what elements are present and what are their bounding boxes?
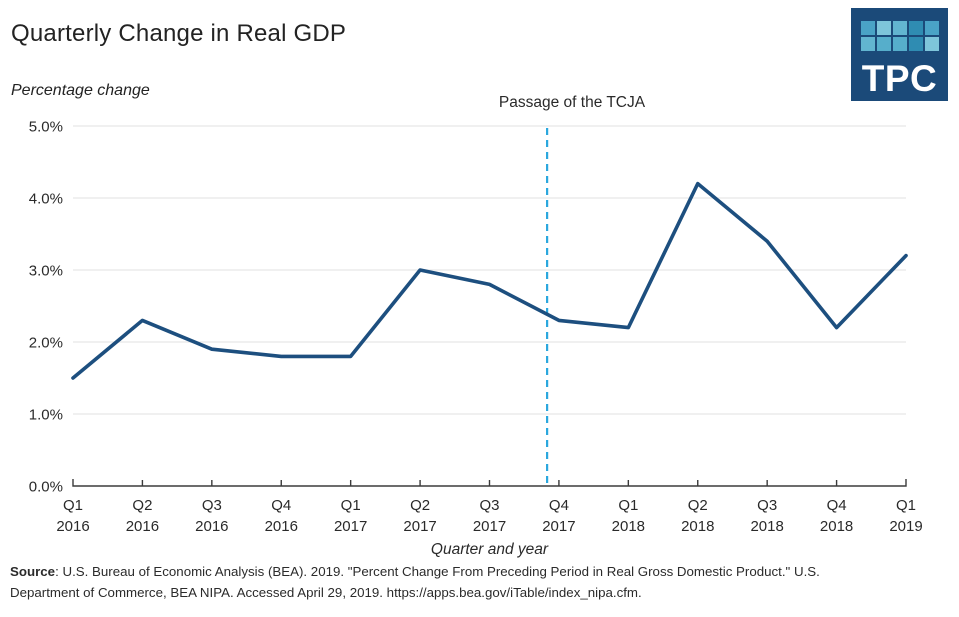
y-tick-label: 0.0% (29, 479, 63, 496)
tpc-logo-text: TPC (861, 58, 938, 99)
x-tick-label: Q1 2019 (889, 497, 922, 535)
page-title: Quarterly Change in Real GDP (11, 20, 347, 47)
source-label: Source (10, 564, 56, 579)
y-tick-label: 5.0% (29, 119, 63, 136)
logo-square (861, 37, 875, 51)
x-tick-label: Q4 2017 (542, 497, 575, 535)
x-tick-label: Q2 2017 (403, 497, 436, 535)
x-tick-label: Q2 2018 (681, 497, 714, 535)
logo-square (925, 21, 939, 35)
y-tick-label: 2.0% (29, 335, 63, 352)
logo-square (925, 37, 939, 51)
x-axis (72, 479, 907, 487)
logo-square (909, 37, 923, 51)
logo-square (909, 21, 923, 35)
x-axis-title: Quarter and year (430, 541, 549, 558)
logo-square (877, 37, 891, 51)
x-tick-label: Q1 2016 (56, 497, 89, 535)
source-line-1-text: : U.S. Bureau of Economic Analysis (BEA)… (55, 564, 820, 579)
logo-square (877, 21, 891, 35)
tcja-annotation-label: Passage of the TCJA (498, 94, 646, 111)
y-tick-label: 4.0% (29, 191, 63, 208)
source-line-2: Department of Commerce, BEA NIPA. Access… (10, 585, 642, 601)
y-axis-title: Percentage change (11, 82, 150, 99)
source-note: Source: U.S. Bureau of Economic Analysis… (10, 561, 952, 604)
logo-square (861, 21, 875, 35)
tpc-logo: TPC (851, 8, 948, 101)
source-line-1: Source: U.S. Bureau of Economic Analysis… (10, 561, 952, 582)
x-tick-label: Q4 2016 (265, 497, 298, 535)
y-tick-label: 1.0% (29, 407, 63, 424)
logo-square (893, 37, 907, 51)
x-tick-label: Q3 2018 (750, 497, 783, 535)
x-tick-label: Q4 2018 (820, 497, 853, 535)
x-tick-label: Q3 2017 (473, 497, 506, 535)
logo-square (893, 21, 907, 35)
gdp-line-series (71, 181, 908, 380)
tpc-logo-grid-icon (861, 21, 939, 51)
x-tick-label: Q1 2018 (612, 497, 645, 535)
x-tick-label: Q3 2016 (195, 497, 228, 535)
x-tick-label: Q1 2017 (334, 497, 367, 535)
x-tick-label: Q2 2016 (126, 497, 159, 535)
y-tick-label: 3.0% (29, 263, 63, 280)
